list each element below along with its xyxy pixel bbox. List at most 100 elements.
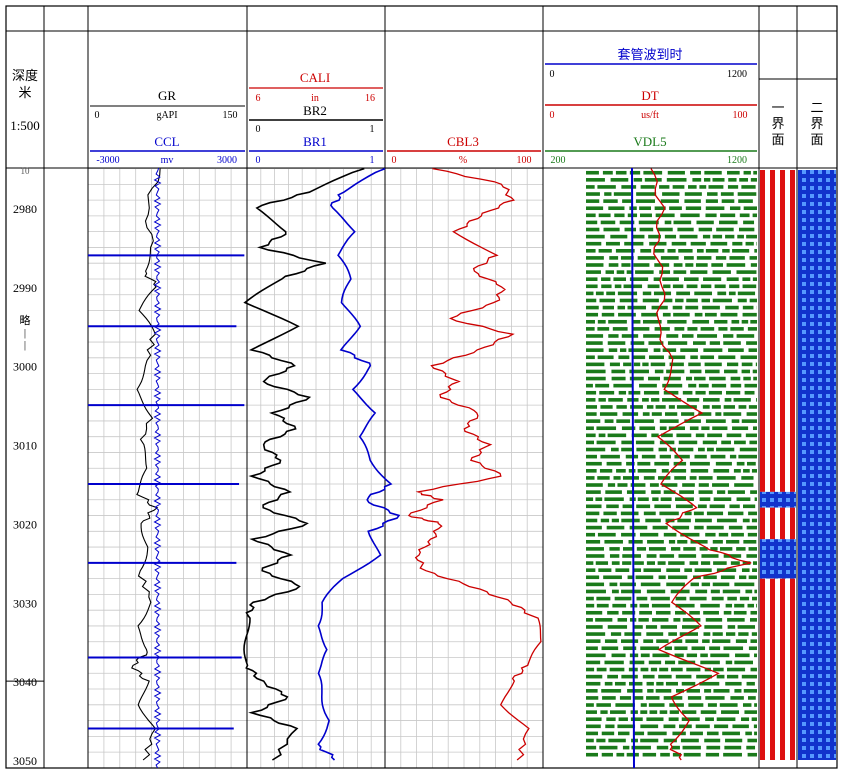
vdl-wave-segment: [668, 561, 684, 565]
cbl3-unit: %: [459, 155, 467, 166]
vdl-wave-segment: [586, 426, 594, 430]
vdl-wave-segment: [721, 441, 731, 445]
vdl-wave-segment: [616, 419, 630, 423]
vdl-wave-segment: [586, 646, 598, 650]
vdl-wave-segment: [701, 554, 718, 558]
vdl-wave-segment: [586, 441, 594, 445]
vdl-wave-segment: [642, 398, 649, 402]
vdl-wave-segment: [713, 583, 730, 587]
vdl-wave-segment: [608, 320, 627, 324]
vdl-wave-segment: [749, 441, 757, 445]
vdl-wave-segment: [599, 434, 606, 438]
vdl-wave-segment: [702, 583, 710, 587]
vdl-wave-segment: [586, 263, 603, 267]
vdl-wave-segment: [712, 639, 730, 643]
vdl-wave-segment: [673, 284, 683, 288]
vdl-wave-segment: [674, 455, 689, 459]
vdl-wave-segment: [669, 540, 675, 544]
vdl-wave-segment: [745, 590, 752, 594]
vdl-wave-segment: [654, 277, 660, 281]
vdl-wave-segment: [713, 270, 731, 274]
vdl-wave-segment: [722, 199, 735, 203]
vdl-wave-segment: [586, 739, 594, 743]
vdl-wave-segment: [754, 249, 757, 253]
vdl-wave-segment: [687, 327, 697, 331]
vdl-wave-segment: [666, 370, 684, 374]
vdl-wave-segment: [721, 192, 734, 196]
vdl-wave-segment: [634, 419, 654, 423]
vdl-wave-segment: [712, 384, 726, 388]
vdl-wave-segment: [660, 455, 671, 459]
vdl-wave-segment: [667, 249, 675, 253]
vdl-wave-segment: [610, 668, 625, 672]
vdl-wave-segment: [649, 355, 664, 359]
vdl-wave-segment: [717, 490, 725, 494]
vdl-wave-segment: [738, 199, 753, 203]
vdl-wave-segment: [586, 455, 597, 459]
vdl-wave-segment: [699, 384, 709, 388]
vdl-wave-segment: [743, 377, 750, 381]
vdl-wave-segment: [624, 242, 643, 246]
vdl-wave-segment: [711, 590, 720, 594]
vdl-wave-segment: [742, 419, 757, 423]
vdl-wave-segment: [707, 434, 722, 438]
vdl-wave-segment: [711, 455, 726, 459]
vdl-wave-segment: [621, 263, 630, 267]
vdl-wave-segment: [623, 746, 629, 750]
vdl-wave-segment: [644, 512, 656, 516]
vdl-wave-segment: [734, 689, 741, 693]
vdl-wave-segment: [666, 568, 680, 572]
vdl-wave-segment: [716, 448, 734, 452]
vdl-wave-segment: [725, 682, 741, 686]
vdl-wave-segment: [709, 377, 725, 381]
vdl-wave-segment: [610, 554, 619, 558]
vdl-wave-segment: [745, 384, 757, 388]
dt-min: 0: [550, 110, 555, 121]
vdl-wave-segment: [750, 320, 757, 324]
vdl-wave-segment: [703, 235, 710, 239]
vdl-max: 1200: [727, 155, 747, 166]
vdl-wave-segment: [618, 292, 637, 296]
vdl-wave-segment: [661, 199, 679, 203]
vdl-wave-segment: [586, 675, 602, 679]
vdl-wave-segment: [726, 632, 735, 636]
vdl-wave-segment: [742, 363, 753, 367]
vdl-wave-segment: [639, 611, 652, 615]
vdl-wave-segment: [738, 455, 757, 459]
vdl-wave-segment: [732, 249, 749, 253]
vdl-wave-segment: [740, 448, 757, 452]
vdl-wave-segment: [613, 277, 626, 281]
vdl-wave-segment: [634, 178, 642, 182]
vdl-wave-segment: [743, 284, 757, 288]
vdl-wave-segment: [728, 348, 744, 352]
vdl-wave-segment: [628, 391, 640, 395]
vdl-wave-segment: [586, 192, 600, 196]
vdl-wave-segment: [717, 476, 736, 480]
vdl-wave-segment: [714, 320, 727, 324]
vdl-wave-segment: [706, 206, 725, 210]
vdl-wave-segment: [730, 696, 743, 700]
casing-arrival-max: 1200: [727, 69, 747, 80]
vdl-wave-segment: [744, 689, 757, 693]
vdl-wave-segment: [636, 575, 654, 579]
vdl-wave-segment: [650, 710, 658, 714]
vdl-wave-segment: [586, 299, 596, 303]
vdl-wave-segment: [705, 696, 724, 700]
vdl-wave-segment: [599, 249, 612, 253]
vdl-wave-segment: [648, 732, 667, 736]
vdl-wave-segment: [690, 426, 699, 430]
vdl-wave-segment: [595, 497, 602, 501]
vdl-wave-segment: [633, 355, 645, 359]
vdl-wave-segment: [679, 490, 694, 494]
vdl-wave-segment: [704, 739, 720, 743]
vdl-wave-segment: [716, 462, 732, 466]
vdl-wave-segment: [752, 632, 757, 636]
vdl-wave-segment: [736, 547, 745, 551]
vdl-wave-segment: [641, 313, 658, 317]
vdl-wave-segment: [640, 249, 651, 253]
vdl-wave-segment: [691, 242, 706, 246]
vdl-wave-segment: [656, 639, 668, 643]
vdl-wave-segment: [678, 554, 696, 558]
vdl-wave-segment: [699, 228, 712, 232]
vdl-wave-segment: [672, 746, 680, 750]
